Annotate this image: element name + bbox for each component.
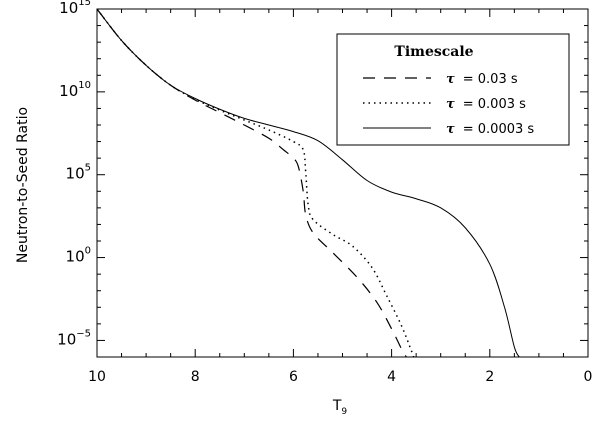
y-tick-label: 1010 <box>59 80 91 100</box>
legend-entry-1-tau: τ <box>446 97 455 112</box>
y-tick-label-base: 10 <box>59 0 78 17</box>
x-tick-label: 0 <box>584 369 593 385</box>
y-tick-label: 105 <box>66 163 91 183</box>
x-tick-label: 4 <box>387 369 396 385</box>
x-tick-label: 8 <box>191 369 200 385</box>
y-tick-label: 10−5 <box>57 328 91 348</box>
y-tick-label-exp: 10 <box>78 80 91 91</box>
x-axis-label-sub: 9 <box>341 407 347 417</box>
y-tick-label-base: 10 <box>66 165 85 183</box>
y-tick-label: 1015 <box>59 0 91 17</box>
legend-entry-2-tau: τ <box>446 122 455 137</box>
plot-frame <box>96 8 589 358</box>
legend-entry-1: τ = 0.003 s <box>446 97 526 112</box>
y-tick-label-base: 10 <box>59 82 78 100</box>
x-tick-label: 6 <box>289 369 298 385</box>
legend-entry-0-tau: τ <box>446 72 455 87</box>
y-tick-label-exp: 15 <box>78 0 91 8</box>
x-axis-label: T9 <box>332 398 348 417</box>
y-tick-label-base: 10 <box>57 330 76 348</box>
y-tick-label-base: 10 <box>66 248 85 266</box>
y-tick-label: 100 <box>66 246 91 266</box>
y-tick-label-exp: 5 <box>85 163 91 174</box>
legend-entry-0-rest: = 0.03 s <box>463 72 518 87</box>
y-tick-label-exp: −5 <box>76 328 91 339</box>
x-axis-label-main: T <box>332 398 342 414</box>
legend-title: Timescale <box>394 44 473 60</box>
legend-entry-2: τ = 0.0003 s <box>446 122 534 137</box>
legend-entry-2-rest: = 0.0003 s <box>463 122 535 137</box>
y-tick-label-exp: 0 <box>85 246 91 257</box>
legend-box <box>336 33 570 146</box>
x-tick-label: 2 <box>485 369 494 385</box>
legend-entry-1-rest: = 0.003 s <box>463 97 526 112</box>
legend: Timescale τ = 0.03 s τ = 0.003 s τ = 0.0003… <box>336 33 570 146</box>
series-line-dotted <box>97 9 415 357</box>
series-layer <box>97 9 520 357</box>
series-line-solid <box>97 9 520 357</box>
legend-entry-0: τ = 0.03 s <box>446 72 518 87</box>
y-axis-label: Neutron-to-Seed Ratio <box>15 107 31 263</box>
x-tick-label: 10 <box>88 369 106 385</box>
